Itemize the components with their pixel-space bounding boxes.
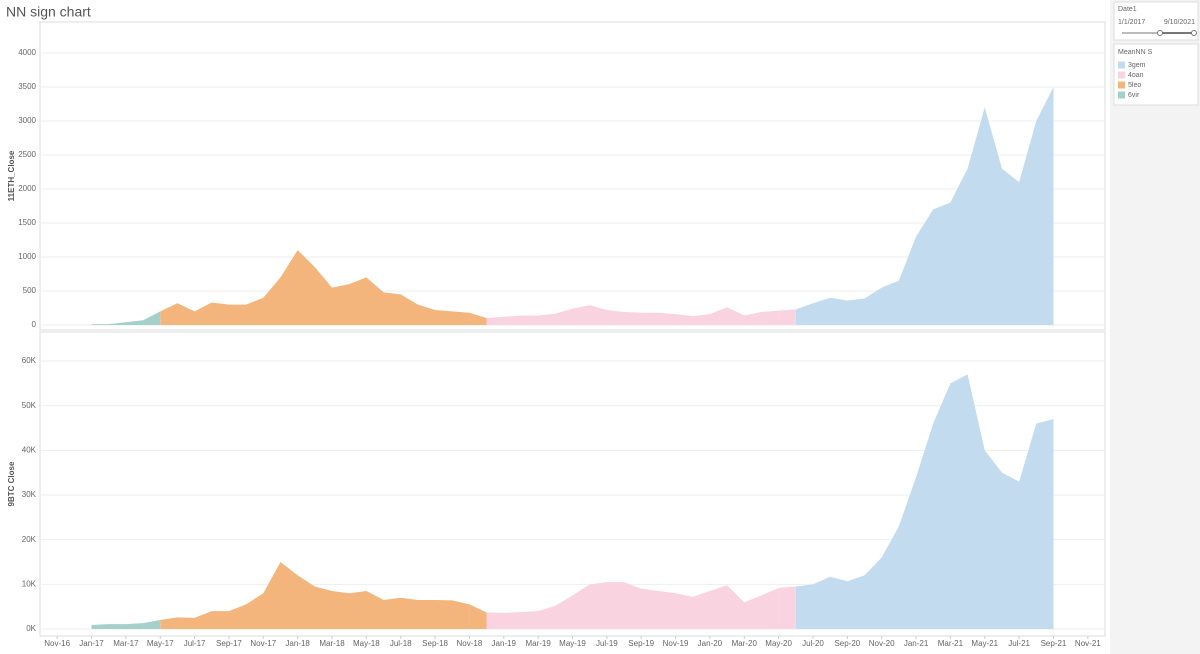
x-tick-label: Jan-17 <box>79 639 104 648</box>
x-tick-label: Jan-21 <box>904 639 929 648</box>
x-tick-label: May-19 <box>559 639 586 648</box>
legend <box>1113 43 1199 106</box>
y-tick-label: 2000 <box>18 184 36 193</box>
y-axis-title: 9BTC Close <box>7 461 16 506</box>
x-tick-label: Sep-21 <box>1041 639 1067 648</box>
legend-label: 3gem <box>1128 62 1146 69</box>
legend-swatch <box>1118 61 1125 69</box>
filter-start: 1/1/2017 <box>1118 19 1145 26</box>
x-tick-label: Mar-20 <box>732 639 758 648</box>
x-tick-label: Jan-20 <box>698 639 723 648</box>
slider-handle[interactable] <box>1191 30 1197 36</box>
legend-swatch <box>1118 91 1125 99</box>
filter-title: Date1 <box>1118 6 1137 13</box>
area-bridge <box>469 604 487 629</box>
y-tick-label: 3500 <box>18 82 36 91</box>
x-tick-label: Mar-17 <box>113 639 139 648</box>
x-tick-label: Nov-17 <box>250 639 276 648</box>
legend-label: 4oan <box>1128 72 1144 79</box>
y-tick-label: 1000 <box>18 252 36 261</box>
x-tick-label: Nov-18 <box>457 639 483 648</box>
area-bridge <box>778 586 796 629</box>
x-tick-label: May-21 <box>971 639 998 648</box>
x-tick-label: Sep-20 <box>834 639 860 648</box>
x-tick-label: Sep-19 <box>628 639 654 648</box>
area <box>160 561 470 629</box>
x-tick-label: Nov-21 <box>1075 639 1101 648</box>
legend-swatch <box>1118 81 1125 89</box>
plots: 0 500 1000 1500 2000 2500 3000 3500 4000 11ETH_Cl… <box>7 21 1106 648</box>
x-tick-label: Jul-17 <box>184 639 206 648</box>
x-tick-label: Mar-19 <box>525 639 551 648</box>
area <box>160 250 470 325</box>
y-tick-label: 40K <box>22 445 37 454</box>
x-tick-label: Jul-21 <box>1008 639 1030 648</box>
x-tick-label: Jan-19 <box>492 639 517 648</box>
slider-handle[interactable] <box>1157 30 1163 36</box>
legend-label: 6vir <box>1128 92 1140 99</box>
y-tick-label: 1500 <box>18 218 36 227</box>
y-tick-label: 4000 <box>18 48 36 57</box>
side-panel <box>1110 0 1200 654</box>
y-tick-label: 50K <box>22 401 37 410</box>
y-tick-label: 3000 <box>18 116 36 125</box>
x-tick-label: Mar-18 <box>319 639 345 648</box>
y-axis-title: 11ETH_Close <box>7 150 16 201</box>
x-tick-label: Nov-16 <box>44 639 70 648</box>
y-tick-label: 60K <box>22 356 37 365</box>
area-bridge <box>143 620 161 629</box>
filter-end: 9/10/2021 <box>1164 19 1195 26</box>
x-tick-label: Sep-17 <box>216 639 242 648</box>
area <box>91 623 144 629</box>
area-bridge <box>143 311 161 325</box>
area <box>486 305 779 325</box>
y-tick-label: 0K <box>26 624 36 633</box>
x-tick-label: Mar-21 <box>938 639 964 648</box>
x-tick-label: Jul-19 <box>596 639 618 648</box>
dashboard-title: NN sign chart <box>6 4 91 20</box>
y-tick-label: 500 <box>23 286 37 295</box>
area <box>91 320 144 325</box>
y-tick-label: 30K <box>22 490 37 499</box>
x-tick-label: May-20 <box>765 639 792 648</box>
y-tick-label: 2500 <box>18 150 36 159</box>
legend-title: MeanNN S <box>1118 49 1153 56</box>
legend-swatch <box>1118 71 1125 79</box>
pane-frame <box>39 21 1106 331</box>
x-tick-label: Nov-20 <box>869 639 895 648</box>
x-tick-label: Sep-18 <box>422 639 448 648</box>
y-tick-label: 0 <box>32 320 37 329</box>
area <box>486 582 779 629</box>
legend-items: 3gem 4oan 5leo 6vir <box>1118 61 1146 99</box>
legend-label: 5leo <box>1128 82 1141 89</box>
x-tick-label: May-18 <box>353 639 380 648</box>
y-tick-label: 10K <box>22 579 37 588</box>
x-tick-label: Nov-19 <box>663 639 689 648</box>
area-bridge <box>778 309 796 325</box>
area <box>795 374 1054 629</box>
x-tick-label: Jan-18 <box>285 639 310 648</box>
area <box>795 86 1054 325</box>
x-tick-label: May-17 <box>147 639 174 648</box>
y-tick-label: 20K <box>22 535 37 544</box>
area-bridge <box>469 312 487 325</box>
x-tick-label: Jul-20 <box>802 639 824 648</box>
x-tick-label: Jul-18 <box>390 639 412 648</box>
